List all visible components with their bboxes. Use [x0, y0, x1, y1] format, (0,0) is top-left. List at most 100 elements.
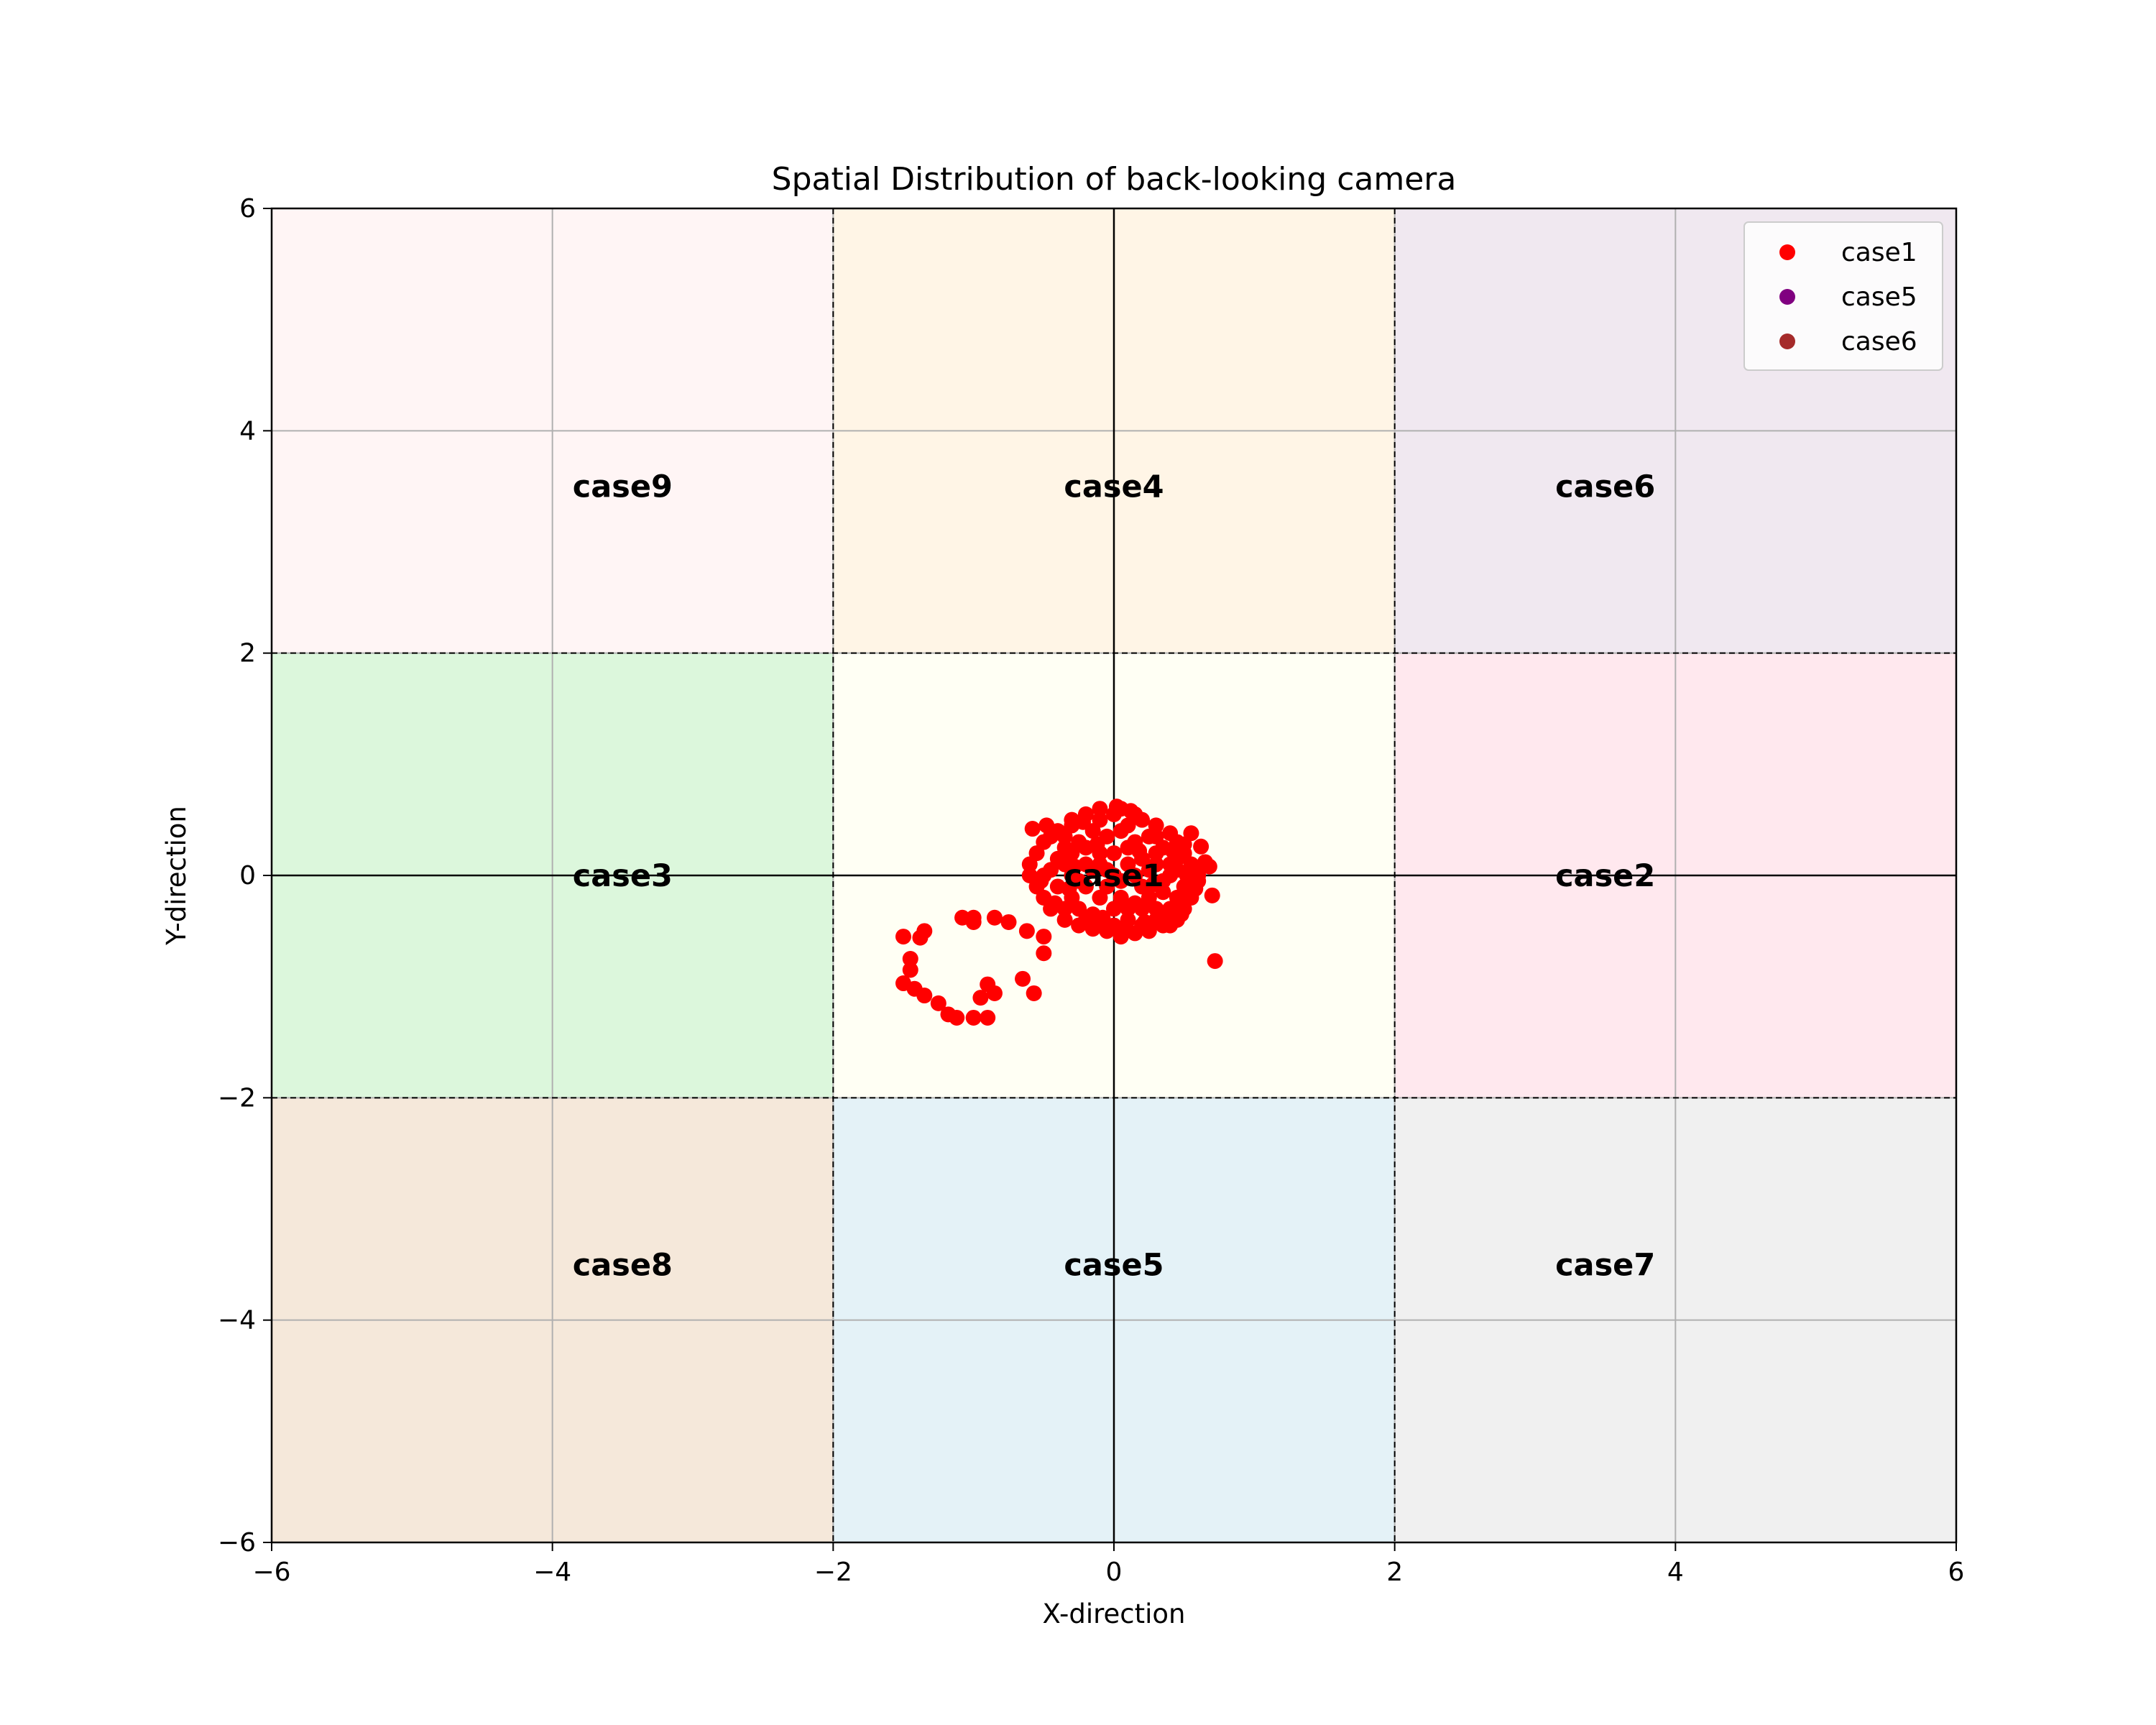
data-point-case1 — [1089, 836, 1105, 852]
data-point-case1 — [949, 1009, 965, 1026]
data-point-case1 — [1015, 970, 1031, 987]
region-label-case5: case5 — [1064, 1247, 1164, 1283]
data-point-case1 — [1193, 838, 1210, 855]
data-point-case1 — [1024, 821, 1041, 837]
data-point-case1 — [930, 995, 946, 1011]
axis-ticks: −6 −4 −2 0 2 4 6 −6 −4 −2 0 2 4 6 — [218, 194, 1965, 1587]
data-point-case1 — [954, 909, 971, 926]
data-point-case1 — [1204, 887, 1220, 903]
data-point-case1 — [1056, 840, 1073, 856]
y-tick-label: −6 — [218, 1528, 256, 1558]
x-tick-label: −2 — [814, 1558, 852, 1587]
legend: case1 case5 case6 — [1743, 221, 1943, 371]
data-point-case1 — [1117, 923, 1133, 939]
x-tick-label: 0 — [1106, 1558, 1123, 1587]
data-point-case1 — [902, 962, 918, 978]
region-label-case3: case3 — [573, 858, 673, 894]
legend-marker-case1 — [1779, 244, 1795, 260]
y-tick-label: −4 — [218, 1306, 256, 1335]
data-point-case1 — [986, 909, 1003, 926]
data-point-case1 — [912, 929, 929, 946]
data-point-case1 — [1075, 814, 1092, 830]
y-tick-label: −2 — [218, 1083, 256, 1113]
scatter-points — [895, 799, 1223, 1026]
data-point-case1 — [1127, 868, 1143, 883]
data-point-case1 — [1033, 873, 1049, 889]
data-point-case1 — [1145, 876, 1161, 893]
data-point-case1 — [1095, 909, 1111, 926]
data-point-case1 — [1018, 923, 1035, 939]
data-point-case1 — [980, 1009, 996, 1026]
data-point-case1 — [1000, 914, 1017, 930]
data-point-case1 — [1120, 901, 1136, 917]
data-point-case1 — [1207, 953, 1223, 970]
region-label-case1: case1 — [1064, 858, 1164, 894]
data-point-case1 — [1179, 868, 1195, 883]
data-point-case1 — [1036, 945, 1052, 962]
data-point-case1 — [986, 985, 1003, 1001]
data-point-case1 — [1141, 862, 1157, 878]
data-point-case1 — [1021, 856, 1038, 873]
data-point-case1 — [1134, 811, 1151, 828]
data-point-case1 — [1106, 845, 1122, 862]
region-label-case7: case7 — [1555, 1247, 1655, 1283]
x-tick-label: 4 — [1667, 1558, 1684, 1587]
x-tick-label: 2 — [1386, 1558, 1403, 1587]
data-point-case1 — [1056, 911, 1073, 928]
region-label-case8: case8 — [573, 1247, 673, 1283]
data-point-case1 — [1046, 895, 1063, 911]
legend-marker-case6 — [1779, 334, 1795, 349]
data-point-case1 — [1148, 828, 1164, 845]
legend-label-case5: case5 — [1841, 282, 1917, 312]
data-point-case1 — [1084, 862, 1101, 878]
x-tick-label: 6 — [1948, 1558, 1965, 1587]
data-point-case1 — [1099, 878, 1115, 895]
data-point-case1 — [1077, 911, 1094, 928]
legend-label-case6: case6 — [1841, 327, 1917, 356]
y-tick-label: 4 — [239, 416, 256, 446]
data-point-case1 — [1120, 817, 1136, 834]
data-point-case1 — [1169, 889, 1185, 906]
data-point-case1 — [1173, 906, 1189, 923]
data-point-case1 — [1155, 906, 1171, 923]
y-tick-label: 6 — [239, 194, 256, 224]
y-tick-label: 0 — [239, 861, 256, 891]
data-point-case1 — [1123, 803, 1139, 819]
region-labels: case9 case4 case6 case3 case1 case2 case8 case5… — [573, 469, 1656, 1284]
data-point-case1 — [972, 990, 989, 1006]
data-point-case1 — [1026, 985, 1042, 1001]
data-point-case1 — [1061, 880, 1077, 897]
data-point-case1 — [1148, 845, 1164, 862]
y-tick-label: 2 — [239, 639, 256, 668]
data-point-case1 — [1092, 801, 1108, 817]
legend-box — [1743, 221, 1943, 371]
x-axis-label: X-direction — [1042, 1598, 1185, 1629]
y-axis-label: Y-direction — [161, 806, 192, 946]
data-point-case1 — [1131, 842, 1148, 859]
data-point-case1 — [1043, 828, 1059, 845]
data-point-case1 — [1108, 799, 1125, 815]
data-point-case1 — [916, 988, 933, 1004]
data-point-case1 — [1197, 854, 1213, 870]
x-tick-label: −4 — [533, 1558, 571, 1587]
data-point-case1 — [1099, 862, 1115, 878]
region-label-case2: case2 — [1555, 858, 1655, 894]
data-point-case1 — [1067, 858, 1083, 875]
data-point-case1 — [1165, 842, 1181, 859]
x-tick-label: −6 — [252, 1558, 290, 1587]
region-label-case4: case4 — [1064, 469, 1164, 505]
data-point-case1 — [1112, 873, 1129, 889]
legend-label-case1: case1 — [1841, 238, 1917, 267]
data-point-case1 — [1036, 929, 1052, 945]
chart-title: Spatial Distribution of back-looking cam… — [772, 161, 1457, 198]
data-point-case1 — [1187, 880, 1204, 897]
legend-marker-case5 — [1779, 289, 1795, 305]
data-point-case1 — [902, 951, 918, 967]
data-point-case1 — [1136, 914, 1153, 930]
data-point-case1 — [1043, 862, 1059, 878]
data-point-case1 — [895, 929, 911, 945]
region-label-case6: case6 — [1555, 469, 1655, 505]
data-point-case1 — [965, 1009, 982, 1026]
region-label-case9: case9 — [573, 469, 673, 505]
